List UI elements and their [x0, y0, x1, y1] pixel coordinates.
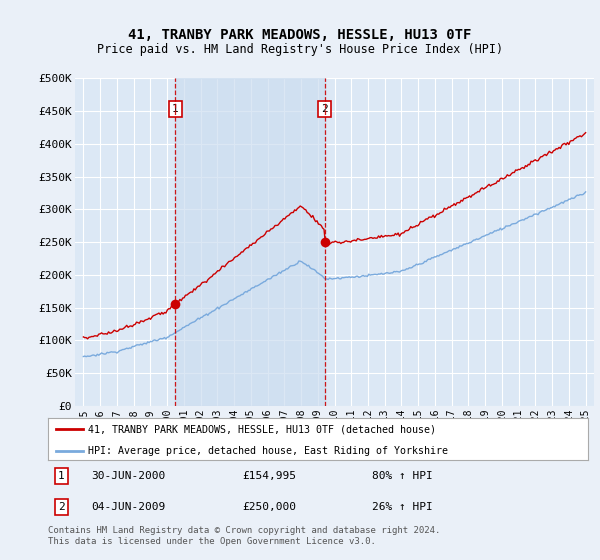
Text: 41, TRANBY PARK MEADOWS, HESSLE, HU13 0TF: 41, TRANBY PARK MEADOWS, HESSLE, HU13 0T…: [128, 28, 472, 42]
Text: HPI: Average price, detached house, East Riding of Yorkshire: HPI: Average price, detached house, East…: [89, 446, 449, 456]
Text: 04-JUN-2009: 04-JUN-2009: [91, 502, 166, 512]
Text: Price paid vs. HM Land Registry's House Price Index (HPI): Price paid vs. HM Land Registry's House …: [97, 43, 503, 56]
Text: 80% ↑ HPI: 80% ↑ HPI: [372, 471, 433, 481]
Text: 1: 1: [172, 104, 179, 114]
Text: 2: 2: [58, 502, 65, 512]
Bar: [175, 78, 325, 406]
Text: Contains HM Land Registry data © Crown copyright and database right 2024.
This d: Contains HM Land Registry data © Crown c…: [48, 526, 440, 546]
Text: 41, TRANBY PARK MEADOWS, HESSLE, HU13 0TF (detached house): 41, TRANBY PARK MEADOWS, HESSLE, HU13 0T…: [89, 424, 437, 434]
Text: £250,000: £250,000: [242, 502, 296, 512]
Text: 26% ↑ HPI: 26% ↑ HPI: [372, 502, 433, 512]
Text: 2: 2: [322, 104, 328, 114]
Text: 30-JUN-2000: 30-JUN-2000: [91, 471, 166, 481]
Text: 1: 1: [58, 471, 65, 481]
Text: £154,995: £154,995: [242, 471, 296, 481]
